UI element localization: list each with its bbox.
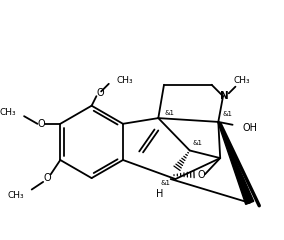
Text: CH₃: CH₃ xyxy=(234,77,250,85)
Text: O: O xyxy=(43,173,51,183)
Text: O: O xyxy=(37,119,45,129)
Text: O: O xyxy=(96,88,104,98)
Text: &1: &1 xyxy=(223,111,233,117)
Text: OH: OH xyxy=(242,123,257,133)
Text: &1: &1 xyxy=(165,110,175,116)
Text: N: N xyxy=(220,91,228,101)
Text: &1: &1 xyxy=(192,140,202,146)
Polygon shape xyxy=(218,122,254,204)
Text: CH₃: CH₃ xyxy=(0,108,16,117)
Text: CH₃: CH₃ xyxy=(116,76,133,84)
Text: H: H xyxy=(156,189,163,199)
Text: O: O xyxy=(197,170,205,180)
Text: CH₃: CH₃ xyxy=(7,191,24,200)
Text: &1: &1 xyxy=(161,180,171,186)
